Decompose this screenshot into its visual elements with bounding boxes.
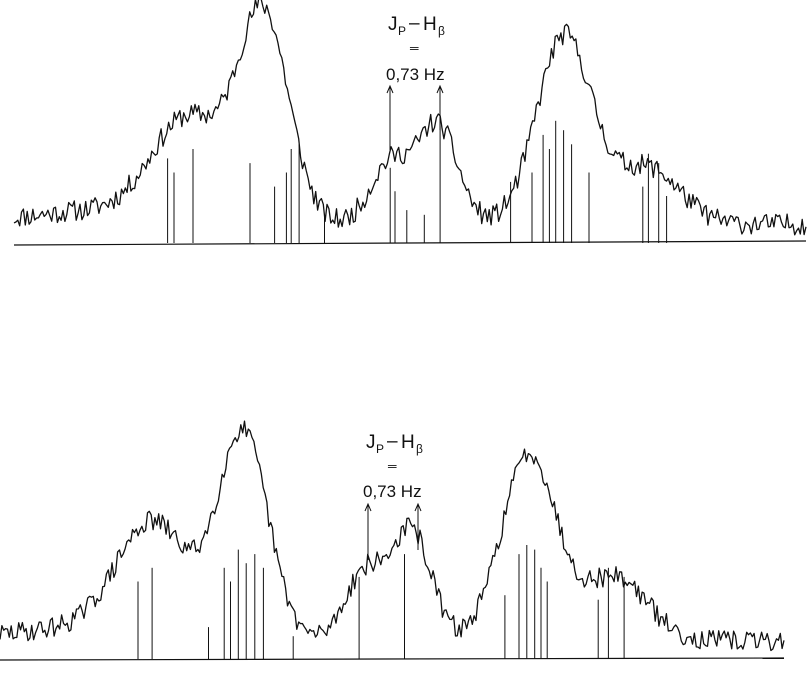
lower-baseline	[0, 657, 785, 661]
upper-right-arrow	[436, 84, 444, 94]
lower-h-symbol: H	[401, 432, 415, 453]
lower-spectrum-trace	[0, 420, 785, 652]
lower-h-subscript: β	[416, 442, 423, 456]
upper-j-symbol: J	[388, 14, 398, 35]
upper-j-subscript: P	[398, 24, 406, 38]
upper-h-subscript: β	[438, 24, 445, 38]
upper-baseline	[13, 240, 807, 246]
lower-j-subscript: P	[376, 442, 384, 456]
upper-coupling-value: 0,73 Hz	[386, 65, 445, 84]
lower-j-symbol: J	[366, 432, 376, 453]
upper-dash: –	[409, 13, 420, 34]
lower-coupling-annotation: J P – H β ═ 0,73 Hz	[363, 431, 423, 560]
lower-right-arrow	[414, 502, 422, 512]
lower-coupling-value: 0,73 Hz	[363, 482, 422, 501]
upper-stick-lines	[167, 120, 668, 243]
upper-spectrum-trace	[13, 0, 807, 236]
upper-coupling-annotation: J P – H β ═ 0,73 Hz	[386, 13, 445, 150]
lower-left-arrow	[364, 502, 372, 512]
lower-spectrum: J P – H β ═ 0,73 Hz	[0, 420, 785, 661]
upper-left-arrow	[386, 84, 394, 94]
lower-equals-sign: ═	[387, 459, 397, 473]
lower-dash: –	[387, 431, 398, 452]
upper-spectrum: J P – H β ═ 0,73 Hz	[13, 0, 807, 246]
upper-equals-sign: ═	[409, 41, 419, 55]
upper-h-symbol: H	[423, 14, 437, 35]
lower-stick-lines	[137, 545, 625, 659]
